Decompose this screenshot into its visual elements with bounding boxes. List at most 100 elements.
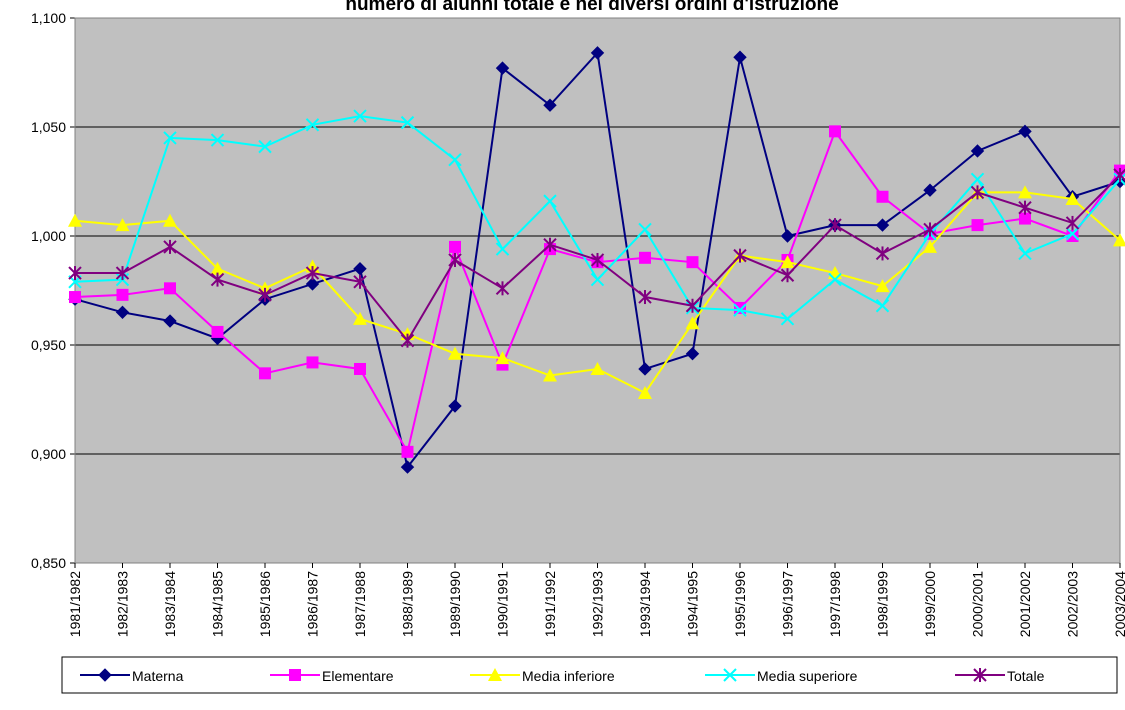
data-point-part [495, 61, 510, 75]
data-point [875, 299, 890, 313]
data-point [590, 252, 605, 267]
x-tick-label: 1995/1996 [732, 571, 748, 637]
data-point-part [638, 222, 652, 237]
data-point [970, 172, 985, 187]
data-point [923, 222, 937, 237]
data-point [116, 288, 129, 301]
data-point-part [163, 213, 177, 227]
data-point-part [733, 50, 747, 64]
data-point [733, 50, 747, 64]
legend-marker-part [723, 668, 737, 682]
data-point [495, 281, 510, 296]
data-point [259, 367, 271, 380]
x-tick-label: 1991/1992 [542, 571, 558, 637]
legend-box [61, 656, 1118, 694]
data-point [401, 445, 414, 458]
data-point-part [115, 218, 130, 232]
data-point-part [686, 256, 699, 269]
legend-marker [98, 668, 112, 682]
data-point [686, 256, 699, 269]
data-point [733, 248, 747, 263]
x-tick-label: 2002/2003 [1065, 571, 1081, 637]
data-point-part [68, 213, 82, 227]
data-point [115, 305, 130, 320]
data-point-part [733, 303, 747, 317]
legend-label: Totale [1007, 668, 1045, 684]
data-point-part [258, 139, 272, 154]
data-point-part [353, 311, 367, 325]
data-point-part [923, 239, 937, 253]
data-point-part [828, 272, 842, 287]
data-point-part [1065, 191, 1080, 205]
x-tick-label: 1983/1984 [162, 571, 178, 637]
legend-marker [488, 668, 502, 681]
data-point [876, 190, 889, 203]
data-point [115, 218, 130, 232]
data-point-part [448, 346, 462, 360]
data-point-part [1113, 233, 1125, 247]
data-point [780, 229, 795, 243]
data-point [875, 218, 890, 232]
data-point-part [115, 305, 130, 320]
data-point-part [1018, 124, 1032, 139]
data-point [306, 356, 319, 369]
data-point [163, 314, 177, 328]
legend-marker [289, 669, 301, 681]
data-point [164, 282, 176, 295]
data-point [828, 272, 842, 287]
data-point [400, 333, 415, 348]
data-point [875, 246, 890, 261]
data-point-part [211, 325, 224, 338]
data-point-part [495, 351, 510, 365]
data-point [590, 46, 605, 60]
data-point-part [400, 115, 415, 130]
data-point [1019, 212, 1031, 225]
data-point-part [875, 279, 890, 293]
data-point-part [1066, 230, 1079, 242]
data-point-part [780, 312, 795, 326]
data-point [685, 298, 700, 313]
data-point [1113, 233, 1125, 247]
legend-label: Materna [132, 668, 184, 684]
data-point [305, 266, 320, 281]
data-point [971, 219, 984, 232]
data-point-part [971, 219, 984, 232]
data-point-part [780, 255, 795, 269]
data-point [970, 144, 985, 158]
data-point [829, 125, 841, 138]
x-tick-label: 1999/2000 [922, 571, 938, 637]
data-point [685, 316, 700, 330]
data-point-part [306, 356, 319, 369]
data-point-part [734, 301, 746, 314]
x-tick-label: 1990/1991 [495, 571, 511, 637]
data-point [449, 240, 461, 253]
data-point [638, 222, 652, 237]
data-point [448, 346, 462, 360]
data-point-part [353, 109, 367, 123]
data-point-part [163, 131, 177, 145]
data-point [1018, 124, 1032, 139]
y-tick-label: 0,850 [31, 555, 66, 571]
data-point-part [164, 282, 176, 295]
x-tick-label: 2003/2004 [1112, 571, 1125, 637]
data-point-part [638, 362, 652, 376]
data-point-part [1019, 212, 1031, 225]
data-point [258, 139, 272, 154]
data-point [115, 266, 130, 281]
x-tick-label: 1984/1985 [210, 571, 226, 637]
data-point [638, 290, 652, 305]
data-point [543, 98, 557, 112]
data-point [1065, 215, 1080, 230]
data-point [354, 362, 366, 375]
x-tick-label: 1997/1998 [827, 571, 843, 637]
data-point-part [543, 194, 557, 208]
data-point [400, 115, 415, 130]
data-point [1065, 191, 1080, 205]
data-point [448, 152, 462, 167]
data-point-part [639, 251, 651, 264]
y-tick-label: 1,050 [31, 119, 66, 135]
data-point-part [354, 362, 366, 375]
data-point-part [259, 367, 271, 380]
data-point [448, 252, 462, 267]
